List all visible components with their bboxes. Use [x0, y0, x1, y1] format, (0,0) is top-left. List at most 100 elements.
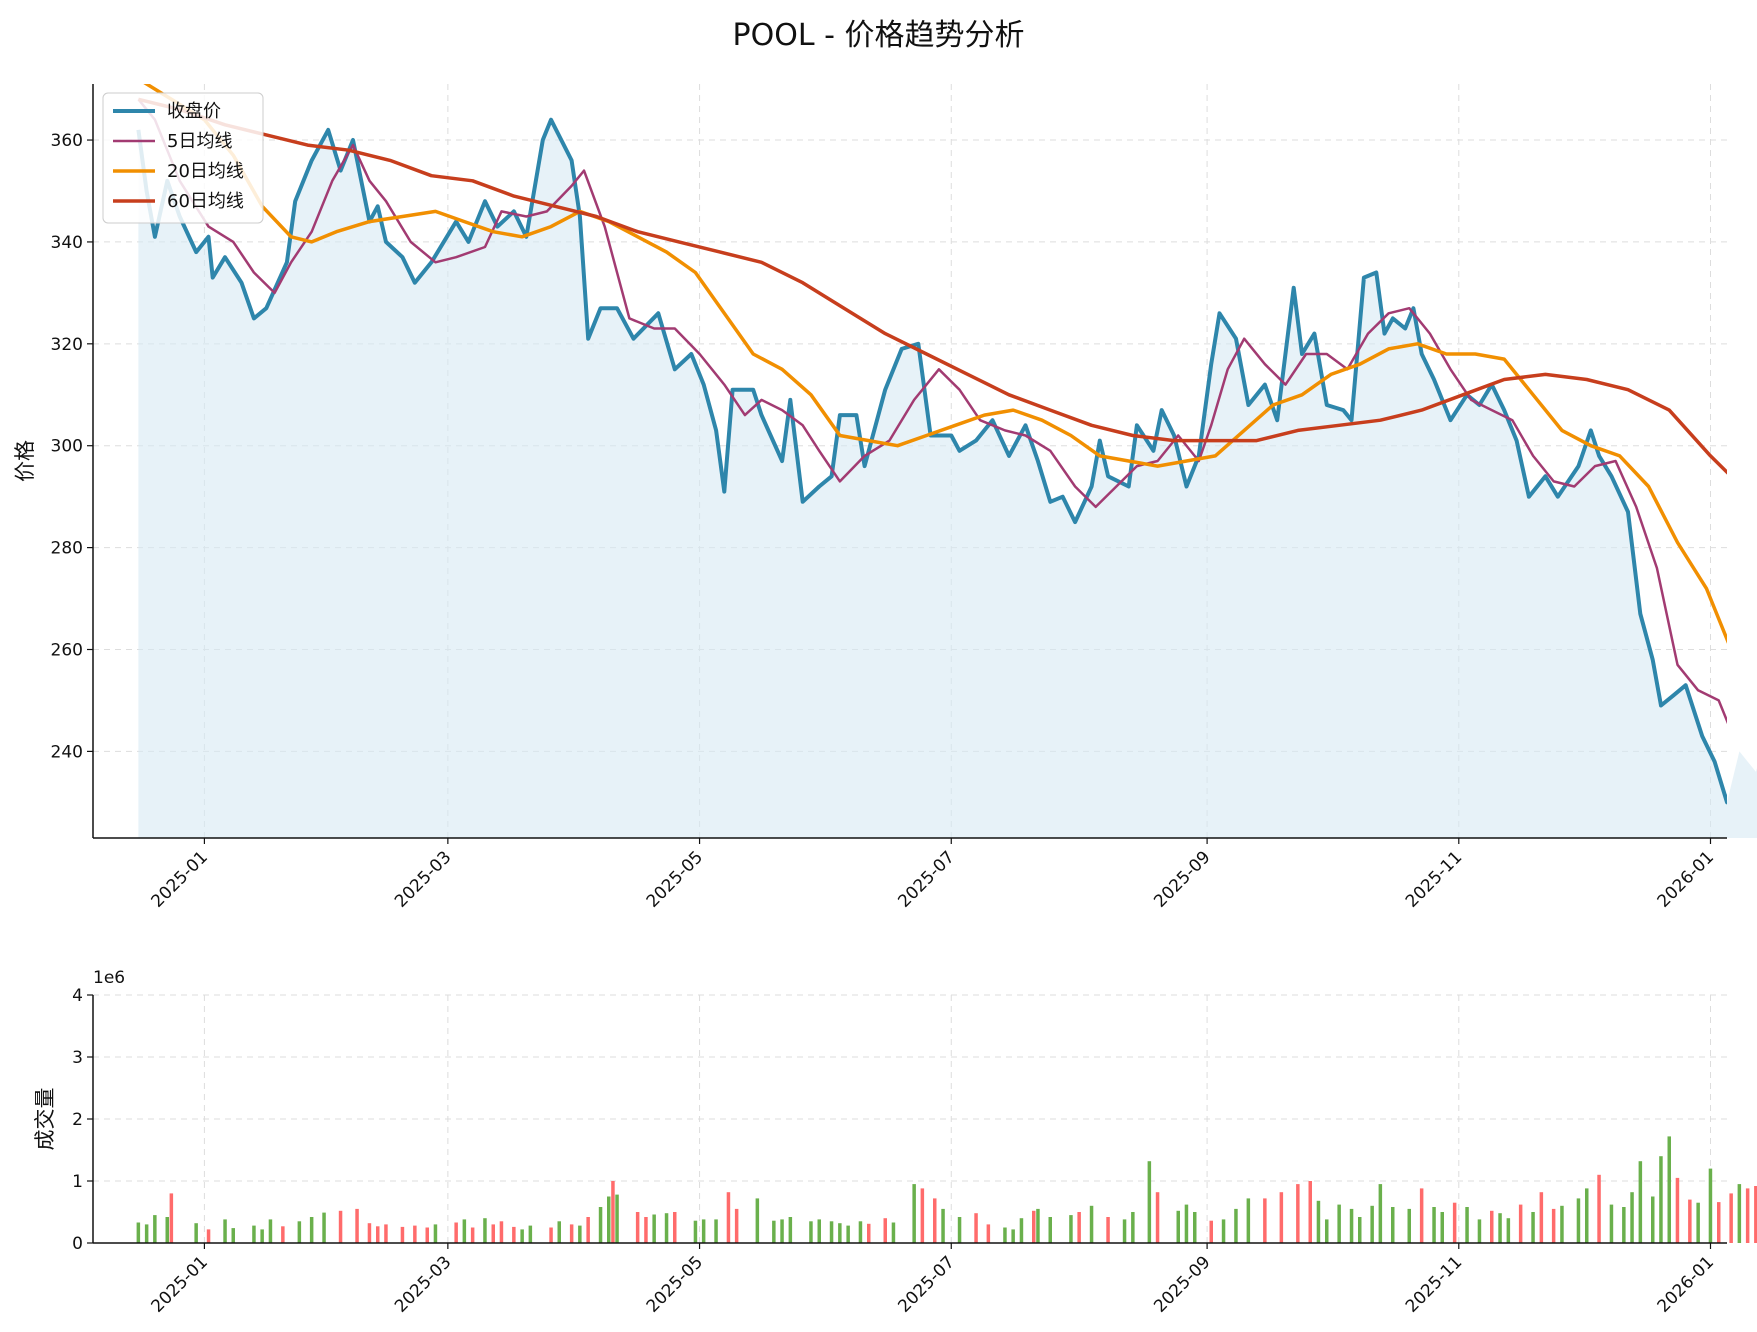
volume-bar [933, 1198, 937, 1243]
volume-bar [1597, 1174, 1601, 1243]
volume-bar [338, 1210, 343, 1243]
volume-y-tick-label: 1 [72, 1172, 83, 1192]
close-area-fill [138, 119, 1757, 838]
volume-bar [578, 1225, 582, 1243]
volume-bar [1667, 1136, 1671, 1243]
volume-bar [1048, 1217, 1052, 1243]
volume-y-tick-label: 3 [72, 1048, 83, 1068]
volume-bar [1032, 1210, 1036, 1243]
volume-bar [734, 1208, 739, 1243]
volume-bar [1708, 1168, 1713, 1243]
volume-bar [941, 1208, 945, 1243]
price-x-tick-label: 2025-11 [1402, 847, 1466, 911]
series-line-close [136, 117, 1727, 805]
volume-x-tick-label: 2025-05 [643, 1252, 707, 1316]
volume-bar [1122, 1219, 1127, 1243]
volume-bar [883, 1218, 887, 1243]
volume-bar [920, 1188, 925, 1243]
volume-panel: 0 1 2 3 4 2025-01 2025-03 2025-05 2025-07 2025-09… [33, 968, 1757, 1317]
price-y-tick-label: 280 [51, 539, 83, 559]
volume-bar [1358, 1217, 1362, 1243]
volume-bar [433, 1224, 438, 1243]
volume-y-tick-label: 2 [72, 1110, 83, 1130]
volume-bar [169, 1193, 174, 1243]
volume-bar [528, 1225, 533, 1243]
chart-title: POOL - 价格趋势分析 [732, 18, 1025, 53]
volume-bar [1651, 1196, 1655, 1243]
volume-bar [611, 1181, 615, 1243]
volume-bar [413, 1225, 417, 1243]
volume-bar [1490, 1210, 1494, 1243]
volume-bar [499, 1221, 504, 1243]
volume-bar [367, 1223, 372, 1243]
price-y-tick-label: 340 [51, 233, 83, 253]
volume-bar [664, 1213, 669, 1243]
volume-bar [1585, 1188, 1589, 1243]
volume-bar [1465, 1207, 1469, 1243]
volume-bar [491, 1224, 495, 1243]
volume-bar [512, 1226, 516, 1243]
series-line-ma20 [143, 84, 1727, 644]
volume-bar [1184, 1204, 1189, 1243]
volume-bar [586, 1217, 590, 1243]
volume-bar [268, 1219, 273, 1243]
volume-bar [1659, 1156, 1663, 1243]
volume-bar [867, 1223, 871, 1243]
volume-bar [974, 1213, 978, 1243]
volume-bar [1193, 1212, 1197, 1243]
price-x-tick-label: 2025-05 [643, 847, 707, 911]
price-x-tick-label: 2025-01 [148, 847, 212, 911]
volume-bar [454, 1222, 458, 1243]
volume-bar [1477, 1219, 1482, 1243]
series-line-ma5 [137, 98, 1727, 725]
volume-bar [462, 1219, 467, 1243]
volume-x-tick-label: 2026-01 [1654, 1252, 1718, 1316]
legend-label-ma60: 60日均线 [167, 191, 244, 212]
volume-bar [153, 1215, 157, 1243]
volume-bar [136, 1222, 141, 1243]
volume-bar [1011, 1229, 1015, 1243]
volume-bar [1246, 1198, 1251, 1243]
volume-bar [772, 1220, 776, 1243]
volume-bar [1696, 1202, 1700, 1243]
volume-bar [714, 1219, 718, 1243]
volume-bar [470, 1227, 475, 1243]
legend: 收盘价 5日均线 20日均线 60日均线 [102, 92, 264, 224]
volume-bar [1308, 1181, 1312, 1243]
volume-y-axis-label: 成交量 [33, 1088, 57, 1151]
volume-bar [297, 1221, 302, 1243]
volume-scale-label: 1e6 [93, 968, 125, 988]
volume-bar [891, 1222, 896, 1243]
volume-bar [986, 1224, 991, 1243]
volume-bar [1234, 1208, 1238, 1243]
volume-bar [569, 1224, 574, 1243]
volume-bar [957, 1217, 962, 1243]
volume-bar [1378, 1184, 1383, 1243]
volume-x-tick-label: 2025-01 [148, 1252, 212, 1316]
volume-bar [607, 1196, 611, 1243]
volume-bar [1407, 1208, 1411, 1243]
volume-bar [376, 1226, 380, 1243]
volume-bar [1638, 1161, 1643, 1243]
volume-bar [1560, 1205, 1564, 1243]
price-y-tick-label: 300 [51, 437, 83, 457]
legend-box [102, 92, 264, 224]
volume-bar [1036, 1208, 1040, 1243]
volume-bar [400, 1226, 405, 1243]
volume-bar [206, 1229, 211, 1243]
volume-bar [1675, 1177, 1680, 1243]
volume-bar [1106, 1217, 1110, 1243]
volume-bar [165, 1217, 169, 1243]
volume-bar [726, 1192, 731, 1243]
volume-bar [1209, 1220, 1213, 1243]
volume-bar [520, 1229, 524, 1243]
volume-bar [1432, 1207, 1436, 1243]
volume-bar [1754, 1186, 1757, 1243]
volume-bar [1131, 1212, 1135, 1243]
volume-bar [652, 1214, 656, 1243]
volume-bar [1296, 1184, 1300, 1243]
volume-y-tick-label: 4 [72, 986, 83, 1006]
volume-x-tick-label: 2025-03 [391, 1252, 455, 1316]
volume-bar [322, 1212, 326, 1243]
